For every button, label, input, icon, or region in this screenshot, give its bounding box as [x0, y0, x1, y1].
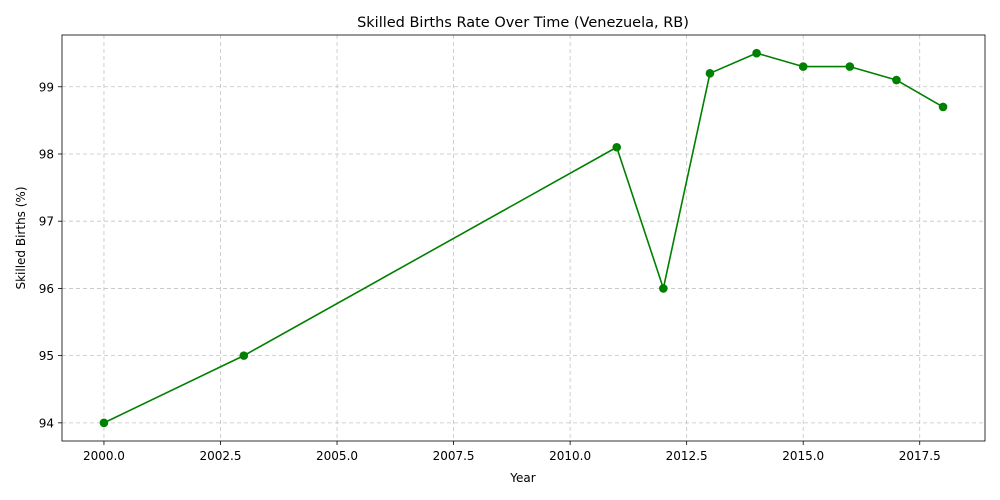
- data-point: [659, 284, 668, 293]
- data-point: [99, 418, 109, 428]
- axes: 2000.0 2002.5 2005.0 2007.5 2010.0 2012.5 2015…: [39, 80, 941, 463]
- data-point: [239, 351, 249, 360]
- x-tick-label: 2015.0: [782, 449, 824, 463]
- plot-frame: [61, 34, 986, 442]
- series-layer: [99, 48, 948, 428]
- y-tick-label: 94: [39, 416, 54, 430]
- y-tick-label: 96: [39, 282, 54, 296]
- data-point: [752, 48, 761, 58]
- y-tick-label: 95: [39, 349, 54, 363]
- y-axis-label: Skilled Births (%): [14, 186, 28, 289]
- y-tick-label: 98: [39, 147, 54, 161]
- chart-title: Skilled Births Rate Over Time (Venezuela…: [357, 15, 689, 31]
- x-tick-label: 2007.5: [433, 449, 475, 463]
- data-point: [705, 69, 715, 78]
- data-point: [798, 62, 808, 71]
- x-tick-label: 2000.0: [83, 449, 125, 463]
- data-point: [892, 75, 901, 85]
- x-axis-label: Year: [509, 471, 535, 485]
- data-point: [845, 62, 855, 71]
- x-tick-label: 2012.5: [666, 449, 708, 463]
- y-tick-label: 99: [39, 80, 54, 94]
- x-tick-label: 2005.0: [316, 449, 358, 463]
- data-point: [938, 102, 948, 112]
- x-tick-label: 2002.5: [199, 449, 241, 463]
- x-tick-label: 2010.0: [549, 449, 591, 463]
- data-point: [612, 142, 622, 152]
- x-tick-label: 2017.5: [899, 449, 941, 463]
- series-line: [103, 52, 944, 424]
- y-tick-label: 97: [39, 215, 54, 229]
